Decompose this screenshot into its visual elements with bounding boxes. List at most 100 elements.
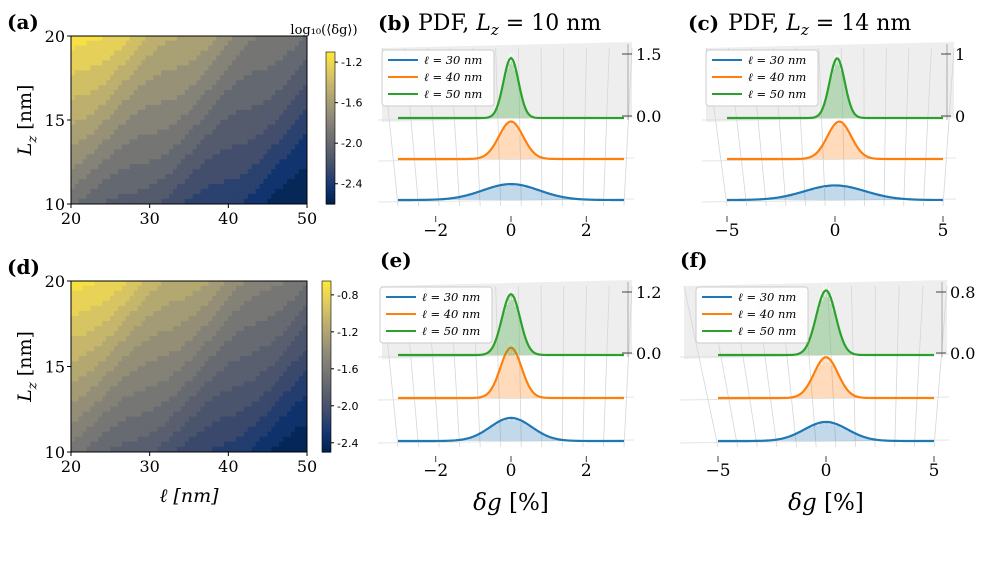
heatmap-cell xyxy=(255,129,261,136)
heatmap-cell xyxy=(169,406,174,413)
heatmap-cell xyxy=(294,341,300,347)
legend-entry-1: ℓ = 40 nm xyxy=(738,307,796,321)
heatmap-cell xyxy=(220,154,225,160)
heatmap-cell xyxy=(267,391,272,398)
heatmap-cell xyxy=(271,164,276,170)
heatmap-cell xyxy=(271,169,276,175)
heatmap-cell xyxy=(294,361,300,367)
heatmap-cell xyxy=(94,396,99,403)
heatmap-cell xyxy=(153,124,158,131)
heatmap-cell xyxy=(208,129,213,136)
heatmap-cell xyxy=(106,198,111,205)
heatmap-cell xyxy=(94,188,99,195)
heatmap-cell xyxy=(165,90,170,96)
heatmap-cell xyxy=(196,376,202,382)
heatmap-cell xyxy=(204,356,210,362)
heatmap-cell xyxy=(188,371,194,377)
heatmap-cell xyxy=(90,174,95,180)
colorbar-step xyxy=(322,395,331,399)
heatmap-cell xyxy=(294,70,300,76)
heatmap-cell xyxy=(298,351,304,357)
heatmap-cell xyxy=(204,70,210,76)
heatmap-cell xyxy=(287,154,292,160)
heatmap-cell xyxy=(78,75,84,81)
heatmap-cell xyxy=(220,300,225,307)
heatmap-cell xyxy=(70,300,76,307)
heatmap-cell xyxy=(188,169,194,175)
heatmap-cell xyxy=(247,381,253,387)
colorbar-step xyxy=(326,128,335,132)
heatmap-cell xyxy=(82,361,88,367)
heatmap-cell xyxy=(157,310,162,317)
heatmap-cell xyxy=(70,326,76,332)
heatmap-cell xyxy=(106,315,111,322)
heatmap-cell xyxy=(74,80,80,86)
heatmap-cell xyxy=(125,381,131,387)
heatmap-cell xyxy=(125,361,131,367)
colorbar-tick-label: -2.0 xyxy=(341,137,362,150)
heatmap-cell xyxy=(145,55,151,62)
heatmap-cell xyxy=(157,50,162,57)
heatmap-cell xyxy=(228,280,233,287)
heatmap-cell xyxy=(298,159,304,165)
heatmap-cell xyxy=(149,70,154,76)
heatmap-cell xyxy=(188,99,194,106)
heatmap-cell xyxy=(291,154,296,160)
heatmap-cell xyxy=(102,356,107,362)
heatmap-cell xyxy=(86,114,92,121)
heatmap-cell xyxy=(114,436,119,443)
heatmap-cell xyxy=(102,310,107,317)
heatmap-cell xyxy=(129,159,135,165)
series-line-2 xyxy=(398,292,624,357)
heatmap-cell xyxy=(192,391,198,398)
heatmap-cell xyxy=(176,80,182,86)
heatmap-cell xyxy=(294,290,300,297)
heatmap-cell xyxy=(117,416,123,423)
heatmap-cell xyxy=(141,371,147,377)
heatmap-cell xyxy=(133,396,139,403)
heatmap-cell xyxy=(180,55,186,62)
heatmap-cell xyxy=(291,320,296,327)
heatmap-cell xyxy=(235,341,241,347)
heatmap-cell xyxy=(235,386,241,392)
heatmap-cell xyxy=(243,129,249,136)
heatmap-cell xyxy=(176,139,182,146)
heatmap-cell xyxy=(208,193,213,200)
heatmap-cell xyxy=(247,188,253,195)
heatmap-cell xyxy=(161,320,166,327)
heatmap-cell xyxy=(176,188,182,195)
colorbar-step xyxy=(322,363,331,368)
heatmap-cell xyxy=(153,70,158,76)
heatmap-cell xyxy=(188,164,194,170)
panel-title-sub: z xyxy=(490,21,499,39)
heatmap-cell xyxy=(117,290,123,297)
heatmap-cell xyxy=(220,346,225,352)
heatmap-cell xyxy=(90,426,95,433)
heatmap-cell xyxy=(283,436,288,443)
heatmap-cell xyxy=(271,80,276,86)
heatmap-cell xyxy=(180,366,186,372)
heatmap-cell xyxy=(283,326,288,332)
heatmap-cell xyxy=(176,446,182,453)
heatmap-cell xyxy=(70,104,76,111)
heatmap-cell xyxy=(153,416,158,423)
heatmap-cell xyxy=(298,114,304,121)
heatmap-cell xyxy=(302,80,308,86)
heatmap-cell xyxy=(169,198,174,205)
heatmap-cell xyxy=(180,346,186,352)
heatmap-cell xyxy=(287,55,292,62)
heatmap-cell xyxy=(216,411,221,418)
heatmap-cell xyxy=(259,446,265,453)
heatmap-cell xyxy=(204,351,210,357)
heatmap-cell xyxy=(212,174,217,180)
heatmap-cell xyxy=(275,381,280,387)
heatmap-cell xyxy=(200,50,206,57)
heatmap-cell xyxy=(141,124,147,131)
heatmap-cell xyxy=(161,70,166,76)
heatmap-cell xyxy=(125,60,131,66)
colorbar-step xyxy=(326,82,335,86)
heatmap-cell xyxy=(137,154,143,160)
heatmap-cell xyxy=(298,45,304,52)
heatmap-cell xyxy=(141,416,147,423)
heatmap-cell xyxy=(271,386,276,392)
